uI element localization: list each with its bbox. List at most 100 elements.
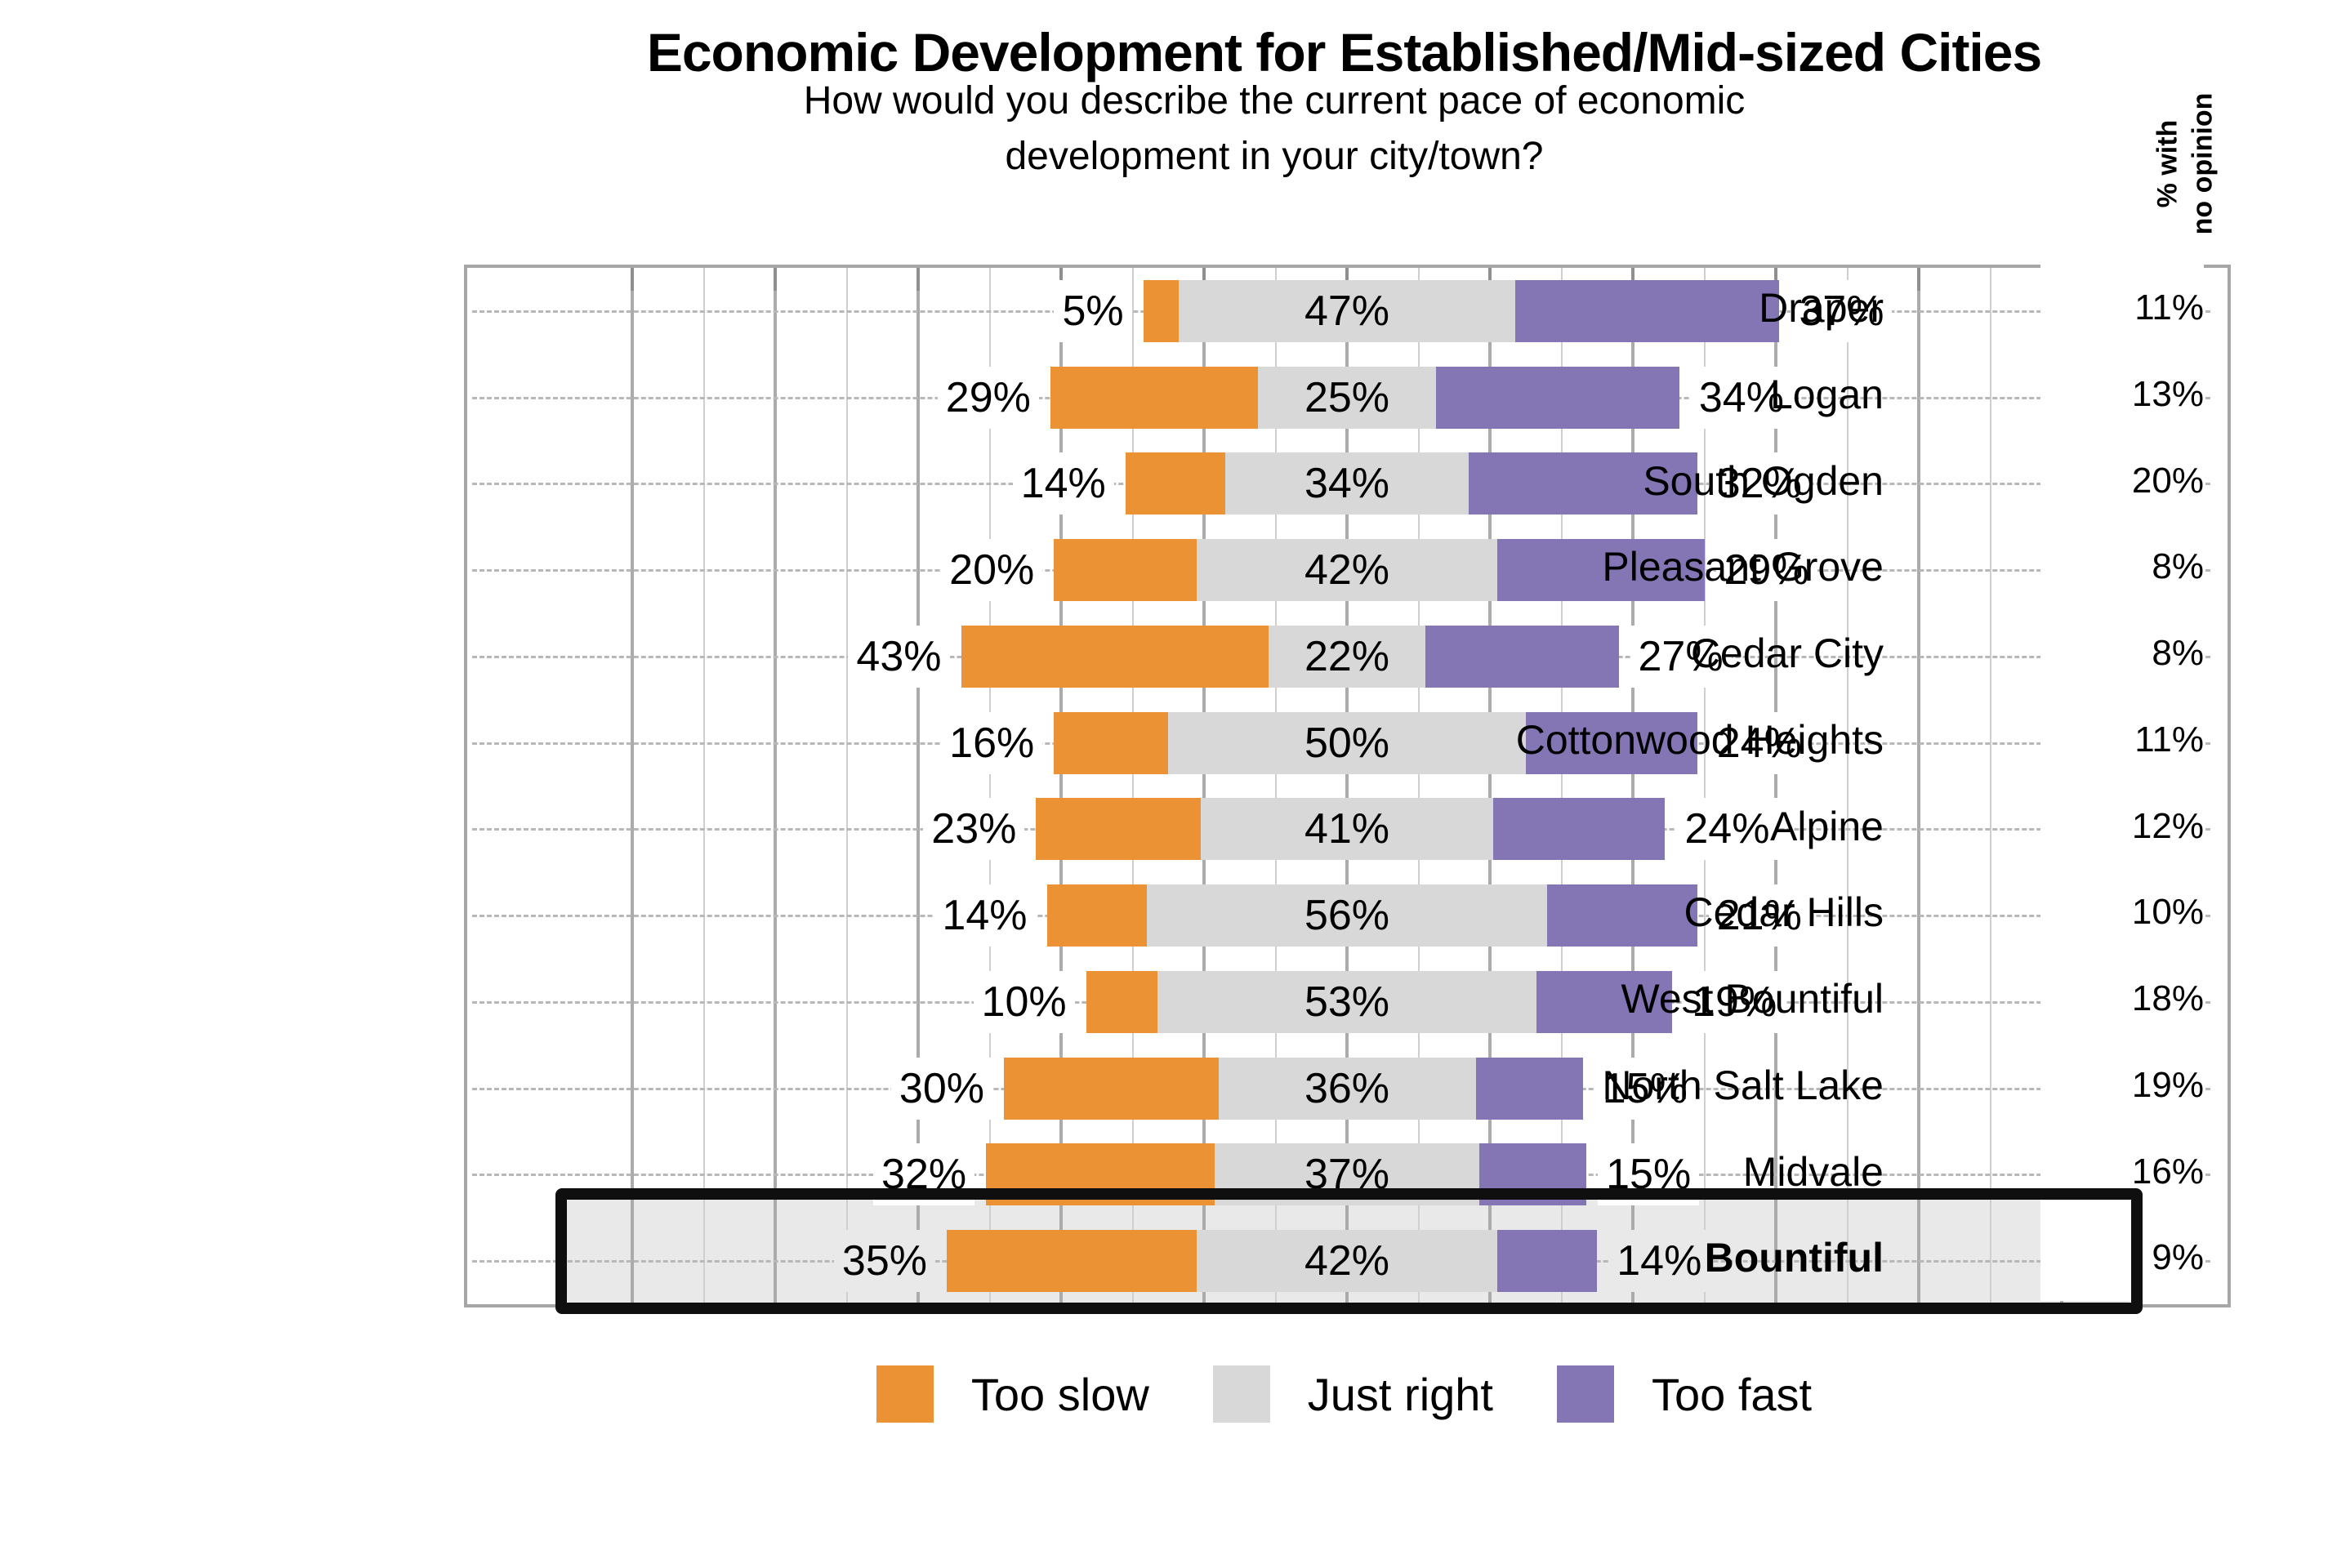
too-slow-bar	[1054, 711, 1169, 774]
too-fast-value-label: 14%	[1608, 1230, 1710, 1293]
too-slow-bar	[1125, 452, 1226, 515]
axis-top-tick	[1774, 268, 1777, 291]
category-label: Logan	[1769, 371, 1884, 417]
minor-gridline	[1560, 268, 1563, 1304]
no-opinion-value-label: 8%	[2040, 610, 2204, 697]
just-right-value-label: 56%	[1304, 892, 1390, 940]
axis-top-tick	[1917, 268, 1920, 291]
too-fast-value-label: 34%	[1690, 366, 1792, 429]
chart-subtitle: How would you describe the current pace …	[221, 74, 2328, 185]
too-fast-bar	[1536, 970, 1673, 1033]
chart-title: Economic Development for Established/Mid…	[646, 22, 2042, 82]
major-gridline	[1059, 268, 1063, 1304]
too-fast-value-label: 21%	[1708, 884, 1810, 947]
too-slow-value-label: 35%	[833, 1230, 935, 1293]
category-label: South Ogden	[1643, 457, 1884, 504]
no-opinion-value-label: 9%	[2040, 1214, 2204, 1302]
major-gridline	[1345, 268, 1349, 1304]
no-opinion-value-label: 20%	[2040, 437, 2204, 524]
axis-top-tick	[774, 268, 777, 291]
too-fast-value-label: 32%	[1708, 452, 1810, 515]
too-slow-bar	[1004, 1057, 1219, 1120]
too-slow-value-label: 16%	[941, 711, 1043, 774]
minor-gridline	[1131, 268, 1134, 1304]
just-right-bar	[1218, 1057, 1476, 1120]
too-fast-bar	[1475, 1057, 1583, 1120]
legend-label-just-right: Just right	[1307, 1368, 1493, 1420]
too-fast-bar	[1514, 279, 1780, 342]
just-right-value-label: 36%	[1304, 1064, 1390, 1112]
no-opinion-value-label: 11%	[2040, 265, 2204, 351]
category-label: Cottonwood Heights	[1515, 716, 1884, 763]
no-opinion-header-line1: % with	[2152, 119, 2183, 207]
major-gridline	[774, 268, 777, 1304]
legend-label-too-fast: Too fast	[1651, 1368, 1813, 1420]
just-right-value-label: 50%	[1304, 719, 1390, 767]
major-gridline	[631, 268, 634, 1304]
legend-item-just-right: Just right	[1212, 1365, 1493, 1423]
major-gridline	[1631, 268, 1635, 1304]
too-fast-bar	[1496, 539, 1705, 602]
too-slow-bar	[1046, 884, 1147, 947]
just-right-bar	[1268, 625, 1426, 688]
just-right-bar	[1257, 366, 1437, 429]
minor-gridline	[988, 268, 991, 1304]
too-slow-bar	[1036, 798, 1201, 861]
too-fast-value-label: 15%	[1594, 1057, 1696, 1120]
major-gridline	[1202, 268, 1206, 1304]
category-label: West Bountiful	[1621, 976, 1884, 1022]
just-right-bar	[1225, 452, 1469, 515]
too-fast-bar	[1525, 711, 1697, 774]
too-fast-value-label: 37%	[1791, 279, 1893, 342]
axis-top-tick	[916, 268, 920, 291]
just-right-bar	[1179, 279, 1515, 342]
just-right-value-label: 34%	[1304, 460, 1390, 508]
too-fast-value-label: 19%	[1684, 970, 1786, 1033]
too-slow-bar	[961, 625, 1269, 688]
too-slow-value-label: 10%	[973, 970, 1075, 1033]
just-right-value-label: 53%	[1304, 978, 1390, 1026]
legend: Too slow Just right Too fast	[464, 1365, 2224, 1423]
just-right-bar	[1197, 539, 1497, 602]
minor-gridline	[1703, 268, 1706, 1304]
too-slow-value-label: 29%	[937, 366, 1039, 429]
too-slow-value-label: 30%	[890, 1057, 992, 1120]
just-right-bar	[1197, 1230, 1497, 1293]
no-opinion-value-label: 16%	[2040, 1128, 2204, 1215]
too-fast-bar	[1493, 798, 1666, 861]
just-right-bar	[1200, 798, 1494, 861]
legend-label-too-slow: Too slow	[970, 1368, 1149, 1420]
too-fast-value-label: 24%	[1708, 711, 1810, 774]
no-opinion-column-header: % with no opinion	[2079, 65, 2291, 261]
too-slow-bar	[947, 1230, 1197, 1293]
minor-gridline	[1846, 268, 1849, 1304]
too-fast-value-label: 27%	[1630, 625, 1732, 688]
too-fast-bar	[1468, 452, 1697, 515]
too-fast-bar	[1436, 366, 1679, 429]
just-right-bar	[1147, 884, 1547, 947]
too-slow-bar	[1050, 366, 1258, 429]
major-gridline	[1774, 268, 1777, 1304]
no-opinion-value-label: 19%	[2040, 1041, 2204, 1129]
too-fast-value-label: 24%	[1676, 798, 1778, 861]
axis-top-tick	[1631, 268, 1635, 291]
too-slow-bar	[1054, 539, 1197, 602]
category-label: North Salt Lake	[1602, 1062, 1884, 1108]
too-fast-value-label: 29%	[1715, 539, 1817, 602]
too-slow-value-label: 5%	[1054, 279, 1132, 342]
too-slow-bar	[1143, 279, 1180, 342]
category-label: Cedar Hills	[1684, 889, 1884, 936]
too-slow-value-label: 23%	[923, 798, 1025, 861]
plot-area: 5% 47% 37% 29% 25% 34% 14% 34% 32% 20% 42% 29% 43% 22…	[464, 265, 2231, 1315]
chart-subtitle-line2: development in your city/town?	[1005, 135, 1544, 179]
category-label: Alpine	[1770, 803, 1884, 849]
category-label: Bountiful	[1704, 1235, 1884, 1281]
too-slow-value-label: 14%	[1012, 452, 1114, 515]
just-right-swatch-icon	[1212, 1365, 1270, 1423]
just-right-value-label: 42%	[1304, 1237, 1390, 1285]
legend-item-too-slow: Too slow	[876, 1365, 1149, 1423]
just-right-bar	[1157, 970, 1536, 1033]
just-right-bar	[1168, 711, 1526, 774]
major-gridline	[1917, 268, 1920, 1304]
